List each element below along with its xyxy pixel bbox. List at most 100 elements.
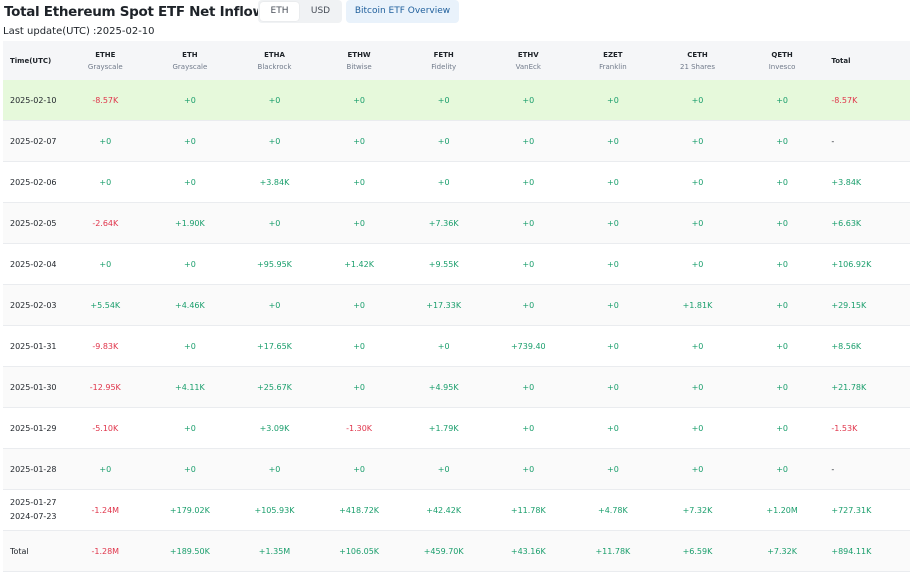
flow-cell: +0	[437, 177, 450, 187]
column-issuer: Franklin	[599, 62, 627, 71]
flow-cell: +4.78K	[598, 505, 628, 515]
flow-cell: +105.93K	[254, 505, 295, 515]
flow-cell: +0	[183, 259, 196, 269]
flow-cell: +0	[522, 300, 535, 310]
flow-cell: +0	[353, 136, 365, 146]
flow-cell: +25.67K	[257, 382, 292, 392]
bitcoin-etf-overview-button[interactable]: Bitcoin ETF Overview	[346, 0, 459, 23]
row-date: 2025-02-05	[10, 218, 57, 228]
flow-cell: +0	[99, 177, 112, 187]
flow-cell: +95.95K	[257, 259, 292, 269]
flow-cell: +3.84K	[259, 177, 290, 187]
column-header-qeth: QETH Invesco	[740, 41, 825, 80]
flow-cell: +0	[776, 464, 788, 474]
total-cell: +6.63K	[831, 218, 862, 228]
flow-cell: +0	[522, 382, 535, 392]
flow-cell: -1.28M	[91, 546, 120, 556]
flow-cell: +0	[183, 341, 196, 351]
table-row: 2025-02-06 +0 +0 +3.84K +0 +0 +0 +0 +0 +0 +3.84K	[3, 162, 910, 203]
flow-cell: +9.55K	[428, 259, 459, 269]
flow-cell: +739.40	[510, 341, 546, 351]
flow-cell: +0	[691, 218, 704, 228]
column-header-ethw: ETHW Bitwise	[317, 41, 402, 80]
flow-cell: +0	[268, 300, 281, 310]
column-ticker: ETHV	[517, 50, 539, 59]
table-row: 2025-01-27 2024-07-23 -1.24M +179.02K +105.9…	[3, 490, 910, 531]
flow-cell: +7.32K	[682, 505, 713, 515]
date-range: 2025-01-27 2024-07-23	[10, 496, 57, 524]
total-cell: -	[831, 136, 835, 146]
flow-cell: +0	[606, 95, 619, 105]
flow-cell: +0	[353, 177, 365, 187]
table-row: 2025-02-04 +0 +0 +95.95K +1.42K +9.55K +0 +0 +0 +…	[3, 244, 910, 285]
flow-cell: +17.33K	[426, 300, 462, 310]
flow-cell: +106.05K	[339, 546, 380, 556]
flow-cell: +0	[691, 259, 704, 269]
flow-cell: +0	[522, 136, 535, 146]
flow-cell: +0	[522, 95, 535, 105]
flow-cell: +0	[776, 382, 788, 392]
column-issuer: Fidelity	[431, 62, 457, 71]
flow-cell: +4.95K	[428, 382, 459, 392]
unit-usd-button[interactable]: USD	[310, 6, 331, 16]
flow-cell: +11.78K	[510, 505, 546, 515]
flow-cell: +0	[183, 464, 196, 474]
flow-cell: +0	[691, 177, 704, 187]
flow-cell: +5.54K	[90, 300, 121, 310]
flow-cell: +0	[268, 95, 281, 105]
total-cell: +894.11K	[831, 546, 872, 556]
flow-cell: +1.79K	[428, 423, 459, 433]
flow-cell: +0	[691, 423, 704, 433]
flow-cell: +179.02K	[169, 505, 210, 515]
column-header-ezet: EZET Franklin	[571, 41, 656, 80]
flow-cell: +418.72K	[339, 505, 380, 515]
column-header-etha: ETHA Blackrock	[232, 41, 317, 80]
flow-cell: +0	[606, 218, 619, 228]
column-ticker: CETH	[687, 50, 708, 59]
flow-cell: +0	[606, 136, 619, 146]
row-date: Total	[10, 546, 29, 556]
row-date: 2025-02-03	[10, 300, 57, 310]
flow-cell: +0	[183, 423, 196, 433]
flow-cell: +17.65K	[257, 341, 292, 351]
table-row: 2025-02-07 +0 +0 +0 +0 +0 +0 +0 +0 +0 -	[3, 121, 910, 162]
flow-cell: +0	[691, 382, 704, 392]
total-cell: +21.78K	[831, 382, 867, 392]
column-issuer: Blackrock	[257, 62, 292, 71]
table-row: 2025-01-29 -5.10K +0 +3.09K -1.30K +1.79K +0 +0…	[3, 408, 910, 449]
column-ticker: ETHE	[95, 50, 116, 59]
flow-cell: -2.64K	[92, 218, 119, 228]
flow-cell: +0	[606, 341, 619, 351]
column-header-eth: ETH Grayscale	[148, 41, 233, 80]
flow-cell: +0	[776, 95, 788, 105]
column-ticker: ETHA	[264, 50, 285, 59]
total-column-header: Total	[824, 41, 915, 80]
flow-cell: +0	[353, 382, 365, 392]
page-header: Total Ethereum Spot ETF Net Inflow ETH E…	[0, 0, 915, 28]
flow-cell: +0	[691, 95, 704, 105]
total-cell: +727.31K	[831, 505, 872, 515]
page-title: Total Ethereum Spot ETF Net Inflow ETH	[4, 4, 298, 20]
table-row: 2025-02-10 -8.57K +0 +0 +0 +0 +0 +0 +0 +0 -8.57K	[3, 80, 910, 121]
row-date: 2025-02-07	[10, 136, 57, 146]
flow-cell: +0	[268, 136, 281, 146]
flow-cell: +459.70K	[423, 546, 464, 556]
flow-cell: +0	[437, 136, 450, 146]
row-date: 2025-01-27 2024-07-23	[3, 490, 70, 530]
flow-cell: +0	[776, 136, 788, 146]
flow-cell: +43.16K	[510, 546, 546, 556]
flow-cell: +0	[776, 300, 788, 310]
column-header-feth: FETH Fidelity	[401, 41, 486, 80]
flow-cell: +0	[99, 259, 112, 269]
unit-eth-button[interactable]: ETH	[260, 2, 299, 21]
flow-cell: +0	[776, 177, 788, 187]
flow-cell: +0	[606, 464, 619, 474]
flow-cell: +0	[522, 218, 535, 228]
flow-cell: -12.95K	[89, 382, 121, 392]
flow-cell: +0	[691, 136, 704, 146]
flow-cell: -1.24M	[91, 505, 120, 515]
table-total-row: Total -1.28M +189.50K +1.35M +106.05K +459.70…	[3, 531, 910, 572]
time-header-label: Time(UTC)	[10, 56, 52, 65]
column-header-ceth: CETH 21 Shares	[655, 41, 740, 80]
flow-cell: +1.20M	[766, 505, 798, 515]
